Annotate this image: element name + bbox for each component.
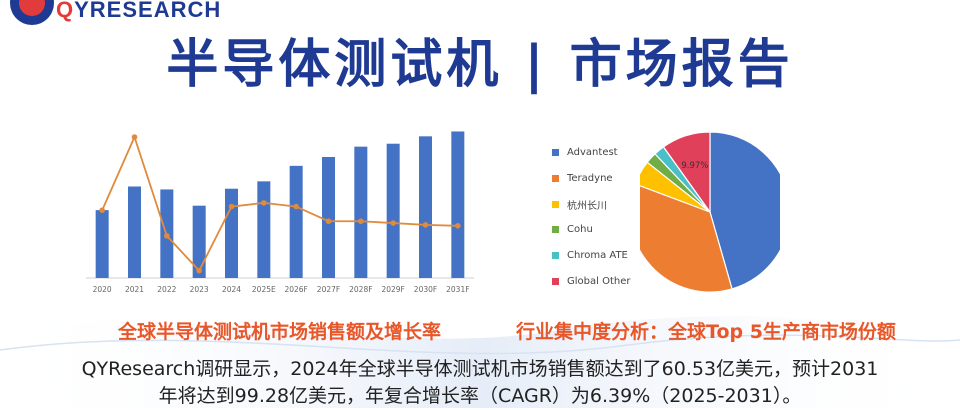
bar-2030F [419, 136, 432, 278]
legend-swatch [552, 252, 559, 260]
bar-2031F [451, 131, 465, 278]
summary-line-1: QYResearch调研显示，2024年全球半导体测试机市场销售额达到了60.5… [81, 358, 879, 380]
left-chart-caption: 全球半导体测试机市场销售额及增长率 [118, 321, 442, 343]
x-tick-label: 2020 [93, 285, 112, 294]
growth-point-2020 [99, 207, 105, 214]
bar-2023 [192, 205, 206, 278]
legend-label: Global Other [567, 275, 631, 287]
legend-label: Chroma ATE [567, 250, 628, 262]
growth-point-2021 [131, 134, 138, 140]
growth-point-2025E [261, 200, 267, 206]
legend-label: Advantest [567, 147, 618, 159]
right-chart-caption: 行业集中度分析：全球Top 5生产商市场份额 [516, 321, 896, 343]
legend-item: Chroma ATE [552, 243, 630, 269]
pie-slice-teradyne [640, 185, 733, 293]
legend-item: Advantest [552, 140, 630, 166]
growth-point-2026F [293, 203, 299, 210]
bar-2027F [322, 156, 335, 278]
bar-2024 [225, 188, 238, 278]
summary-text: QYResearch调研显示，2024年全球半导体测试机市场销售额达到了60.5… [0, 356, 960, 410]
x-tick-label: 2029F [381, 285, 404, 294]
legend-label: Cohu [567, 224, 593, 236]
bar-2021 [128, 186, 141, 278]
x-tick-label: 2026F [284, 285, 307, 294]
logo-wordmark: QYRESEARCH [56, 0, 222, 22]
legend-swatch [552, 226, 559, 234]
legend-item: Global Other [552, 268, 630, 294]
legend-item: Teradyne [552, 166, 630, 192]
x-tick-label: 2024 [222, 285, 241, 294]
growth-point-2024 [228, 203, 235, 210]
growth-point-2023 [196, 267, 202, 274]
x-tick-label: 2027F [317, 285, 340, 294]
legend-item: Cohu [552, 217, 630, 243]
x-tick-label: 2021 [125, 285, 144, 294]
pie-slice-advantest [709, 131, 780, 290]
legend-swatch [552, 175, 559, 183]
growth-rate-line [101, 134, 458, 273]
pie-data-label: 9.97% [681, 161, 708, 171]
market-size-combo-chart: 2020 2021 2022 2023 2024 2025E 2026F 2027F 2028F… [86, 131, 474, 294]
legend-item: 杭州长川 [552, 191, 630, 217]
x-tick-label: 2022 [157, 285, 176, 294]
x-tick-label: 2030F [414, 285, 437, 294]
x-tick-label: 2023 [190, 285, 209, 294]
bar-2025E [257, 181, 271, 278]
bar-2029F [386, 143, 400, 278]
growth-point-2027F [325, 218, 332, 225]
growth-point-2028F [358, 218, 364, 225]
brand-logo: QYRESEARCH [10, 0, 222, 25]
growth-point-2029F [390, 220, 396, 226]
legend-swatch [552, 149, 559, 157]
x-tick-label: 2028F [349, 285, 372, 294]
market-share-pie-chart: 9.97% [640, 131, 780, 293]
growth-point-2031F [455, 223, 461, 229]
bar-2020 [95, 210, 109, 278]
pie-slice-global-other [662, 131, 711, 214]
bar-2028F [354, 146, 368, 278]
summary-line-2: 年将达到99.28亿美元，年复合增长率（CAGR）为6.39%（2025-203… [158, 385, 802, 407]
legend-swatch [552, 200, 559, 208]
legend-label: Teradyne [567, 173, 613, 185]
growth-point-2022 [164, 233, 170, 239]
legend-label: 杭州长川 [567, 200, 607, 212]
pie-legend: Advantest Teradyne 杭州长川 Cohu Chroma ATE Globa… [552, 140, 630, 294]
x-tick-label: 2025E [252, 285, 276, 294]
page-title: 半导体测试机 | 市场报告 [166, 35, 794, 95]
legend-swatch [552, 277, 559, 285]
bar-2026F [289, 165, 303, 278]
growth-point-2030F [422, 222, 429, 228]
x-tick-label: 2031F [446, 285, 469, 294]
